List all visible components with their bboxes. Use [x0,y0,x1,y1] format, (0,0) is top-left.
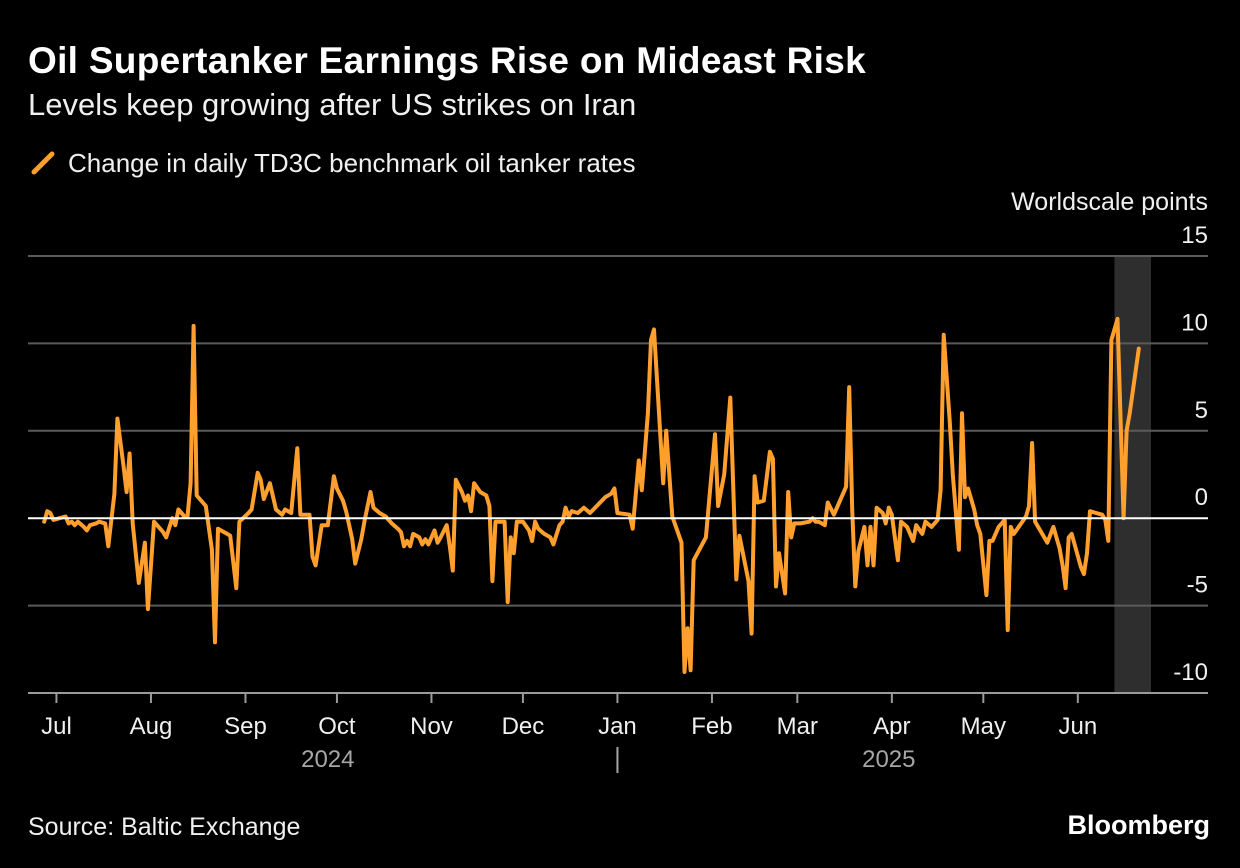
brand-logo-text: Bloomberg [1067,810,1210,840]
y-tick-label: -5 [1187,572,1208,599]
source-note: Source: Baltic Exchange [28,813,301,841]
x-tick-label: Apr [873,713,910,740]
legend-line-icon [31,151,55,175]
x-tick-label: Aug [130,713,173,740]
x-tick-label: Jun [1058,713,1097,740]
y-tick-label: 15 [1181,222,1208,249]
y-tick-label: 5 [1195,397,1208,424]
y-tick-label: -10 [1173,659,1208,686]
y-tick-label: 0 [1195,484,1208,511]
x-tick-label: Jul [41,713,72,740]
y-axis-title: Worldscale points [1011,188,1208,216]
chart-title: Oil Supertanker Earnings Rise on Mideast… [28,40,867,81]
legend-label: Change in daily TD3C benchmark oil tanke… [68,148,636,178]
x-tick-label: Jan [598,713,637,740]
year-label: 2025 [862,746,915,773]
chart-subtitle: Levels keep growing after US strikes on … [28,87,637,122]
x-tick-label: Mar [777,713,818,740]
series-line [42,316,1141,674]
year-label: 2024 [301,746,354,773]
x-tick-label: Feb [691,713,732,740]
x-tick-label: Dec [502,713,545,740]
legend: Change in daily TD3C benchmark oil tanke… [30,150,635,176]
y-tick-label: 10 [1181,309,1208,336]
x-tick-label: Oct [318,713,356,740]
x-tick-label: Nov [410,713,453,740]
x-tick-label: May [961,713,1006,740]
highlight-band [1114,256,1151,693]
x-tick-label: Sep [224,713,267,740]
